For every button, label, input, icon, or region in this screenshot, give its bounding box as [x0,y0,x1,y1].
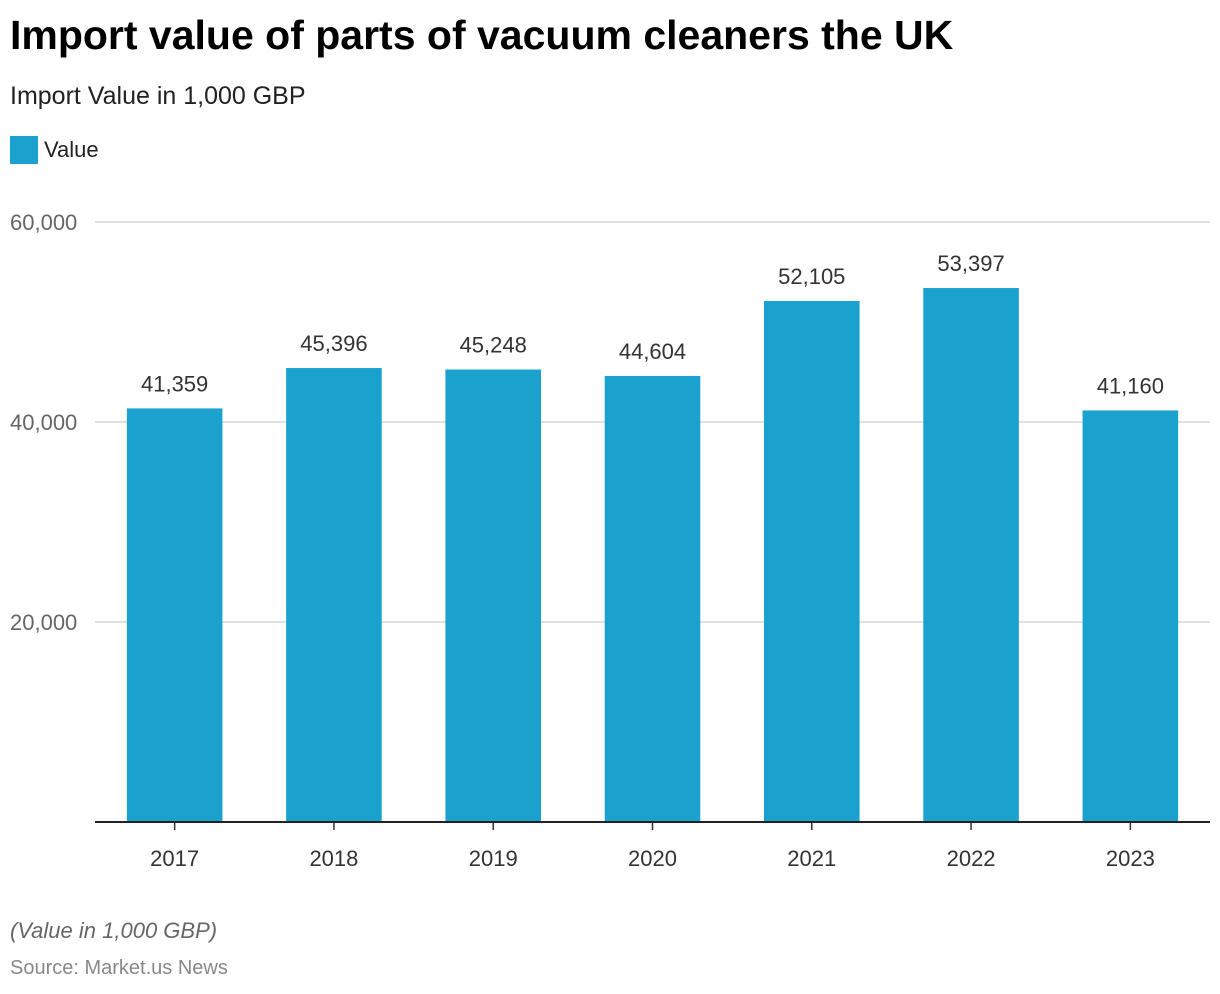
data-labels: 41,359 45,396 45,248 44,604 52,105 53,397 41,1… [141,251,1164,398]
x-tick-label-2023: 2023 [1106,846,1155,871]
x-tick-label-2018: 2018 [309,846,358,871]
bar-2018 [286,368,382,822]
bars [126,288,1179,822]
data-label-2020: 44,604 [619,339,686,364]
bar-2017 [126,408,223,822]
legend-swatch [10,136,38,164]
x-axis-tick-labels: 2017 2018 2019 2020 2021 2022 2023 [150,822,1155,871]
x-tick-label-2020: 2020 [628,846,677,871]
bar-2023 [1082,410,1179,822]
x-tick-label-2019: 2019 [469,846,518,871]
legend: Value [10,136,99,164]
bar-2020 [604,375,701,822]
chart-source: Source: Market.us News [10,957,228,979]
x-tick-label-2022: 2022 [947,846,996,871]
data-label-2018: 45,396 [300,331,367,356]
data-label-2022: 53,397 [937,251,1004,276]
y-tick-label: 20,000 [10,610,77,635]
y-tick-label: 60,000 [10,210,77,235]
x-tick-label-2017: 2017 [150,846,199,871]
x-tick-label-2021: 2021 [787,846,836,871]
data-label-2019: 45,248 [460,333,527,358]
chart-note: (Value in 1,000 GBP) [10,918,218,943]
y-tick-label: 40,000 [10,410,77,435]
bar-2022 [923,288,1019,822]
chart-subtitle: Import Value in 1,000 GBP [10,82,306,110]
legend-label: Value [44,137,99,162]
y-axis-tick-labels: 20,000 40,000 60,000 [10,210,77,635]
data-label-2017: 41,359 [141,371,208,396]
data-label-2023: 41,160 [1097,373,1164,398]
bar-2021 [764,300,860,822]
data-label-2021: 52,105 [778,264,845,289]
bar-2019 [445,369,541,822]
chart-title: Import value of parts of vacuum cleaners… [10,12,954,58]
